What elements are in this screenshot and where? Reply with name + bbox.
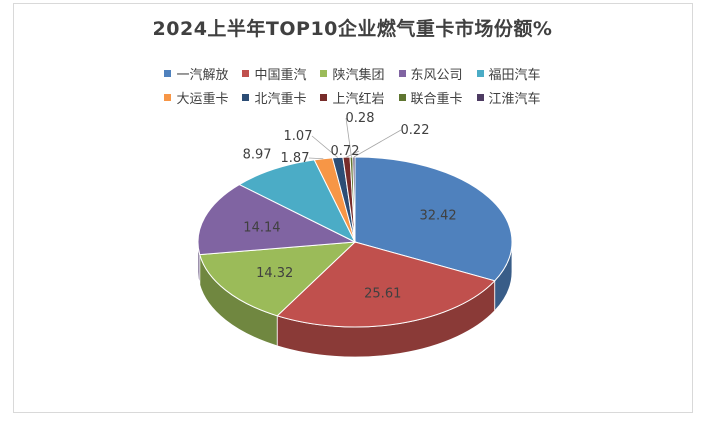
data-label: 14.14 bbox=[243, 221, 280, 236]
leader-line bbox=[353, 129, 402, 158]
legend-item: 福田汽车 bbox=[476, 64, 541, 83]
data-label: 8.97 bbox=[243, 148, 272, 163]
legend-swatch bbox=[398, 70, 406, 77]
legend-item: 陕汽集团 bbox=[320, 64, 385, 83]
data-label: 0.72 bbox=[331, 144, 360, 159]
legend-label: 北汽重卡 bbox=[254, 92, 307, 107]
label-leader-lines bbox=[308, 117, 402, 160]
leader-line bbox=[346, 150, 360, 158]
data-label: 25.61 bbox=[364, 287, 401, 302]
legend-swatch bbox=[476, 70, 484, 77]
pie-slices bbox=[197, 156, 513, 328]
legend-label: 上汽红岩 bbox=[332, 92, 385, 107]
legend-item: 北汽重卡 bbox=[242, 88, 306, 107]
data-labels: 32.42 25.61 14.32 14.14 8.97 1.87 1.07 0.72 0.28… bbox=[243, 111, 457, 302]
legend-swatch bbox=[320, 70, 328, 77]
legend-label: 联合重卡 bbox=[410, 92, 463, 107]
legend-label: 陕汽集团 bbox=[332, 68, 385, 83]
legend-swatch bbox=[242, 94, 250, 101]
data-label: 0.28 bbox=[346, 111, 375, 126]
legend-row-2: 大运重卡 北汽重卡 上汽红岩 联合重卡 江淮汽车 bbox=[0, 88, 705, 107]
legend-swatch bbox=[242, 70, 250, 77]
legend-label: 一汽解放 bbox=[176, 68, 229, 83]
pie-slice bbox=[276, 241, 496, 328]
data-label: 1.87 bbox=[281, 151, 310, 166]
legend-item: 大运重卡 bbox=[164, 88, 228, 107]
data-label: 1.07 bbox=[284, 129, 313, 144]
pie-slice bbox=[197, 183, 357, 256]
leader-line bbox=[311, 135, 338, 158]
legend-item: 江淮汽车 bbox=[476, 88, 541, 107]
legend-label: 东风公司 bbox=[410, 68, 463, 83]
legend-swatch bbox=[164, 94, 172, 101]
legend-label: 福田汽车 bbox=[488, 68, 541, 83]
legend-item: 东风公司 bbox=[398, 64, 463, 83]
pie-slice bbox=[354, 156, 513, 282]
legend-swatch bbox=[320, 94, 328, 101]
legend-row-1: 一汽解放 中国重汽 陕汽集团 东风公司 福田汽车 bbox=[0, 64, 705, 83]
legend-item: 一汽解放 bbox=[164, 64, 228, 83]
leader-line bbox=[308, 157, 324, 160]
legend-item: 联合重卡 bbox=[398, 88, 463, 107]
leader-line bbox=[345, 117, 352, 158]
pie-sides bbox=[197, 241, 513, 358]
legend-swatch bbox=[398, 94, 406, 101]
data-label: 14.32 bbox=[256, 266, 293, 281]
legend-label: 大运重卡 bbox=[176, 92, 229, 107]
legend-label: 江淮汽车 bbox=[488, 92, 541, 107]
pie-slice bbox=[199, 241, 357, 317]
pie-slice bbox=[238, 159, 357, 244]
legend-item: 中国重汽 bbox=[242, 64, 306, 83]
legend-swatch bbox=[476, 94, 484, 101]
legend-item: 上汽红岩 bbox=[320, 88, 385, 107]
legend-label: 中国重汽 bbox=[254, 68, 307, 83]
data-label: 32.42 bbox=[419, 209, 456, 224]
chart-title: 2024上半年TOP10企业燃气重卡市场份额% bbox=[152, 18, 553, 40]
legend-swatch bbox=[164, 70, 172, 77]
data-label: 0.22 bbox=[401, 123, 430, 138]
